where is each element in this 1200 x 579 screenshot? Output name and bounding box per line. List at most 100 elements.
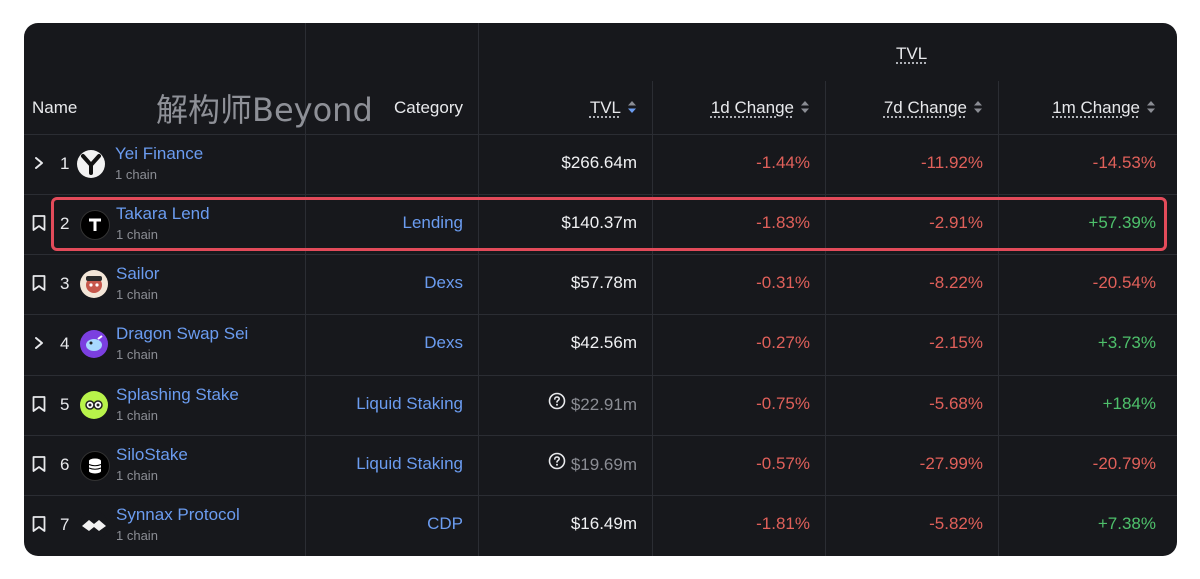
rank: 6	[60, 455, 70, 474]
watermark: 解构师Beyond	[156, 91, 373, 129]
column-header-1d-change[interactable]: 1d Change	[711, 97, 810, 119]
change-1d: -0.75%	[756, 394, 810, 413]
table-row[interactable]: 4 Dragon Swap Sei 1 chain Dexs $42.56m -…	[24, 314, 1177, 374]
row-divider	[24, 435, 1177, 436]
tvl-value: $42.56m	[570, 333, 637, 352]
table-row[interactable]: 3 Sailor 1 chain Dexs $57.78m -0.31% -8.…	[24, 254, 1177, 314]
yei-finance-logo	[77, 150, 105, 178]
category-link[interactable]: Dexs	[424, 333, 463, 352]
row-divider	[24, 314, 1177, 315]
tvl-value: $140.37m	[561, 213, 637, 232]
column-divider	[305, 23, 306, 556]
bookmark-icon[interactable]	[31, 274, 47, 292]
table-row[interactable]: 7 Synnax Protocol 1 chain CDP $16.49m -1…	[24, 495, 1177, 555]
column-header-1m-label: 1m Change	[1052, 98, 1140, 117]
table-row[interactable]: 5 Splashing Stake 1 chain Liquid Staking…	[24, 375, 1177, 435]
row-highlight-annotation	[51, 197, 1167, 251]
bookmark-icon[interactable]	[31, 214, 47, 232]
column-divider	[825, 81, 826, 556]
column-header-tvl[interactable]: TVL	[590, 97, 637, 119]
category-link[interactable]: Liquid Staking	[356, 394, 463, 413]
bookmark-icon[interactable]	[31, 395, 47, 413]
column-header-1d-label: 1d Change	[710, 98, 794, 117]
change-7d: -2.91%	[929, 213, 983, 232]
bookmark-icon[interactable]	[31, 515, 47, 533]
tvl-value: $16.49m	[570, 514, 637, 533]
change-1d: -1.44%	[756, 153, 810, 172]
change-1m: -14.53%	[1092, 153, 1156, 172]
dragon-swap-logo	[80, 330, 108, 358]
tvl-amount: $19.69m	[570, 454, 637, 474]
sort-icon[interactable]	[1146, 100, 1156, 114]
change-7d: -2.15%	[929, 333, 983, 352]
protocols-table: TVL Name 解构师Beyond Category TVL 1d Chang…	[24, 23, 1177, 556]
protocol-name-link[interactable]: Yei Finance	[115, 144, 204, 163]
tvl-value: $19.69m	[548, 452, 637, 477]
change-1d: -1.83%	[756, 213, 810, 232]
silostake-logo	[80, 451, 110, 481]
column-header-7d-label: 7d Change	[883, 98, 967, 117]
change-1d: -0.27%	[756, 333, 810, 352]
table-row[interactable]: 6 SiloStake 1 chain Liquid Staking $19.6…	[24, 435, 1177, 495]
change-7d: -11.92%	[920, 153, 983, 172]
rank: 3	[60, 274, 70, 293]
tvl-group-header: TVL	[896, 44, 928, 63]
chain-count: 1 chain	[116, 347, 158, 362]
synnax-protocol-logo	[80, 511, 108, 539]
change-1m: +57.39%	[1088, 213, 1156, 232]
tvl-value: $22.91m	[548, 392, 637, 417]
chevron-right-icon[interactable]	[32, 335, 46, 351]
rank: 5	[60, 395, 70, 414]
protocol-name-link[interactable]: Sailor	[116, 264, 160, 283]
rank: 2	[60, 214, 70, 233]
change-1m: +184%	[1102, 394, 1156, 413]
column-divider	[652, 81, 653, 556]
question-circle-icon[interactable]	[548, 452, 566, 475]
column-divider	[998, 81, 999, 556]
category-link[interactable]: CDP	[427, 514, 463, 533]
chevron-right-icon[interactable]	[32, 155, 46, 171]
column-header-category[interactable]: Category	[394, 98, 463, 117]
chain-count: 1 chain	[116, 528, 158, 543]
takara-lend-logo	[80, 210, 110, 240]
change-7d: -27.99%	[919, 454, 983, 473]
category-link[interactable]: Lending	[402, 213, 463, 232]
category-link[interactable]: Dexs	[424, 273, 463, 292]
change-1d: -0.57%	[756, 454, 810, 473]
change-1m: -20.79%	[1092, 454, 1156, 473]
row-divider	[24, 254, 1177, 255]
chain-count: 1 chain	[116, 468, 158, 483]
sort-icon[interactable]	[627, 100, 637, 114]
rank: 1	[60, 154, 70, 173]
change-7d: -5.68%	[929, 394, 983, 413]
column-header-1m-change[interactable]: 1m Change	[1052, 97, 1156, 119]
table-row[interactable]: 1 Yei Finance 1 chain $266.64m -1.44% -1…	[24, 134, 1177, 194]
column-header-7d-change[interactable]: 7d Change	[884, 97, 983, 119]
sort-icon[interactable]	[800, 100, 810, 114]
tvl-value: $266.64m	[561, 153, 637, 172]
protocol-name-link[interactable]: Synnax Protocol	[116, 505, 240, 524]
splashing-stake-logo	[80, 391, 108, 419]
column-divider	[478, 23, 479, 556]
change-7d: -8.22%	[929, 273, 983, 292]
protocol-name-link[interactable]: SiloStake	[116, 445, 188, 464]
chain-count: 1 chain	[116, 287, 158, 302]
column-header-tvl-label: TVL	[589, 98, 621, 117]
table-row[interactable]: 2 Takara Lend 1 chain Lending $140.37m -…	[24, 194, 1177, 254]
bookmark-icon[interactable]	[31, 455, 47, 473]
column-header-name[interactable]: Name	[32, 98, 78, 117]
sailor-logo	[80, 270, 108, 298]
row-divider	[24, 375, 1177, 376]
question-circle-icon[interactable]	[548, 392, 566, 415]
protocol-name-link[interactable]: Dragon Swap Sei	[116, 324, 249, 343]
chain-count: 1 chain	[115, 167, 157, 182]
change-1d: -1.81%	[756, 514, 810, 533]
protocol-name-link[interactable]: Splashing Stake	[116, 385, 239, 404]
change-7d: -5.82%	[929, 514, 983, 533]
change-1m: +3.73%	[1097, 333, 1156, 352]
chain-count: 1 chain	[116, 227, 158, 242]
category-link[interactable]: Liquid Staking	[356, 454, 463, 473]
sort-icon[interactable]	[973, 100, 983, 114]
protocol-name-link[interactable]: Takara Lend	[116, 204, 210, 223]
rank: 7	[60, 515, 70, 534]
